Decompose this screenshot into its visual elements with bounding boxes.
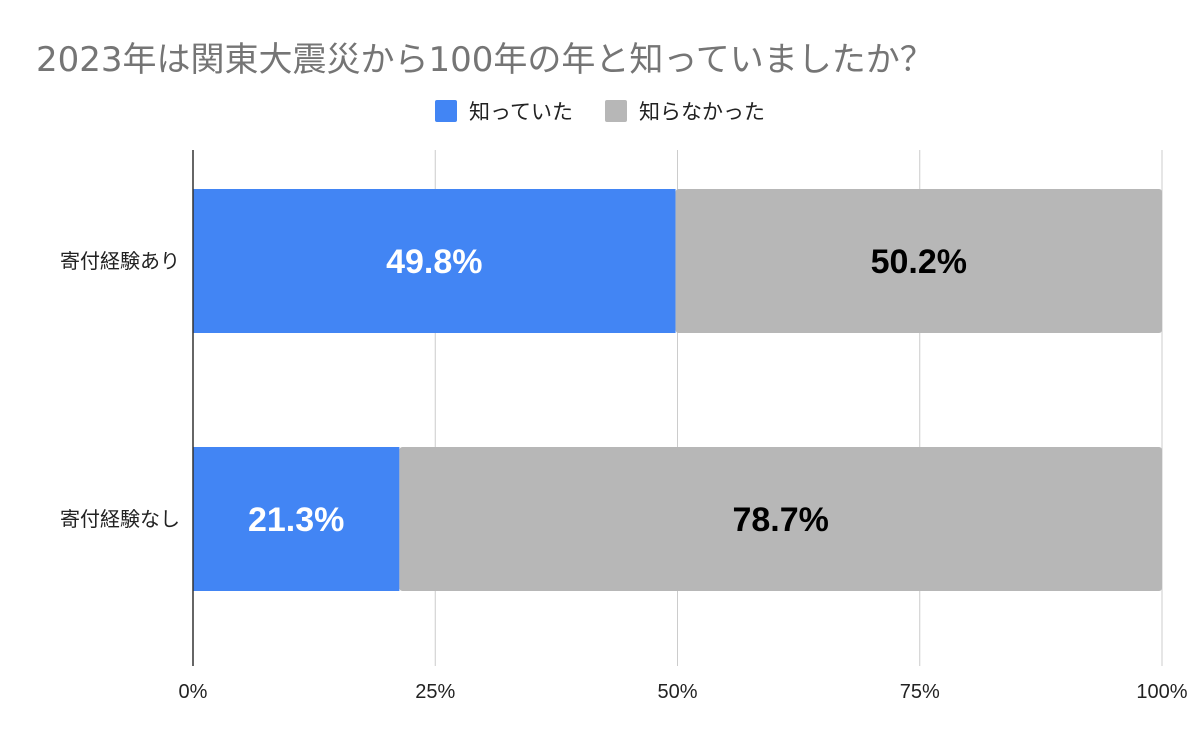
data-label-0-1: 50.2% xyxy=(871,243,967,281)
legend: 知っていた 知らなかった xyxy=(0,96,1200,126)
legend-label-unknown: 知らなかった xyxy=(638,100,765,124)
data-label-1-0: 21.3% xyxy=(248,501,344,539)
bar-1-1 xyxy=(399,447,1163,591)
data-label-1-1: 78.7% xyxy=(732,501,828,539)
legend-swatch-unknown xyxy=(604,100,627,122)
data-label-0-0: 49.8% xyxy=(386,243,482,281)
x-tick-label-50: 50% xyxy=(657,681,697,703)
legend-item-unknown[interactable]: 知らなかった xyxy=(604,96,765,126)
legend-item-known[interactable]: 知っていた xyxy=(435,96,573,126)
category-label-1: 寄付経験なし xyxy=(60,507,180,531)
chart-title: 2023年は関東大震災から100年の年と知っていましたか？ xyxy=(36,40,934,80)
x-tick-label-100: 100% xyxy=(1136,681,1187,703)
bar-0-1 xyxy=(675,189,1162,333)
x-tick-label-0: 0% xyxy=(179,681,208,703)
legend-label-known: 知っていた xyxy=(469,100,573,124)
legend-swatch-known xyxy=(435,100,458,122)
x-tick-label-75: 75% xyxy=(900,681,940,703)
x-tick-label-25: 25% xyxy=(415,681,455,703)
bar-0-0 xyxy=(193,189,676,333)
bar-1-0 xyxy=(193,447,400,591)
category-label-0: 寄付経験あり xyxy=(60,249,180,273)
